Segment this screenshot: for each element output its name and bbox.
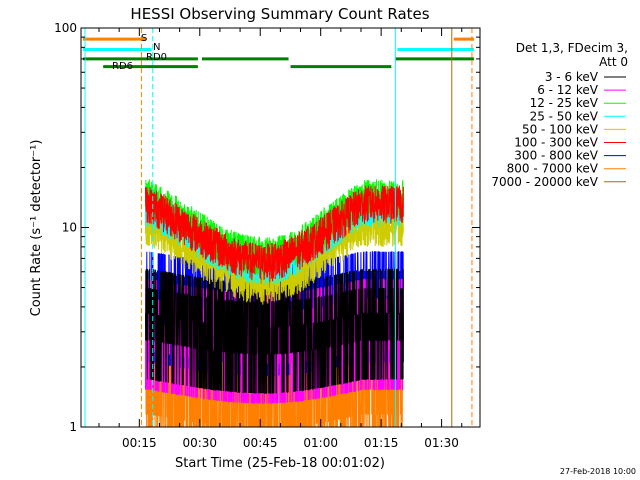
footer-date: 27-Feb-2018 10:00	[560, 467, 636, 476]
legend-entry-label: 3 - 6 keV	[545, 70, 599, 84]
series-line	[145, 268, 404, 394]
data-series	[145, 179, 404, 427]
flag-label: RD6	[112, 61, 133, 72]
x-tick-label: 01:30	[424, 436, 459, 450]
legend-header-line2: Att 0	[599, 55, 628, 69]
x-tick-label: 00:15	[122, 436, 157, 450]
legend-entry-label: 800 - 7000 keV	[507, 162, 599, 176]
x-tick-label: 00:45	[243, 436, 278, 450]
y-tick-label: 1	[69, 420, 77, 434]
attenuator-markers	[84, 28, 473, 427]
legend-entry-label: 100 - 300 keV	[514, 136, 598, 150]
series-3to6kev	[145, 268, 404, 394]
flag-label: S	[141, 33, 147, 44]
legend-entry-label: 7000 - 20000 keV	[491, 175, 598, 189]
flag-label: N	[153, 42, 160, 53]
legend-entry-label: 12 - 25 keV	[530, 96, 599, 110]
y-tick-label: 10	[62, 221, 77, 235]
legend-entry-label: 25 - 50 keV	[530, 109, 599, 123]
series-line	[145, 185, 404, 282]
legend-entry-label: 300 - 800 keV	[514, 149, 598, 163]
flag-label: RD0	[146, 52, 167, 63]
legend-header-line1: Det 1,3, FDecim 3,	[516, 41, 628, 55]
series-100to300kev	[145, 185, 404, 282]
y-tick-label: 100	[54, 21, 77, 35]
x-tick-label: 01:00	[303, 436, 338, 450]
y-axis-label: Count Rate (s⁻¹ detector⁻¹)	[29, 140, 44, 317]
legend-entry-label: 6 - 12 keV	[537, 83, 599, 97]
flag-bars	[83, 37, 474, 69]
chart-title: HESSI Observing Summary Count Rates	[130, 5, 429, 23]
x-tick-label: 01:15	[364, 436, 399, 450]
legend-entry-label: 50 - 100 keV	[522, 122, 599, 136]
x-tick-label: 00:30	[182, 436, 217, 450]
x-axis-label: Start Time (25-Feb-18 00:01:02)	[175, 456, 385, 471]
